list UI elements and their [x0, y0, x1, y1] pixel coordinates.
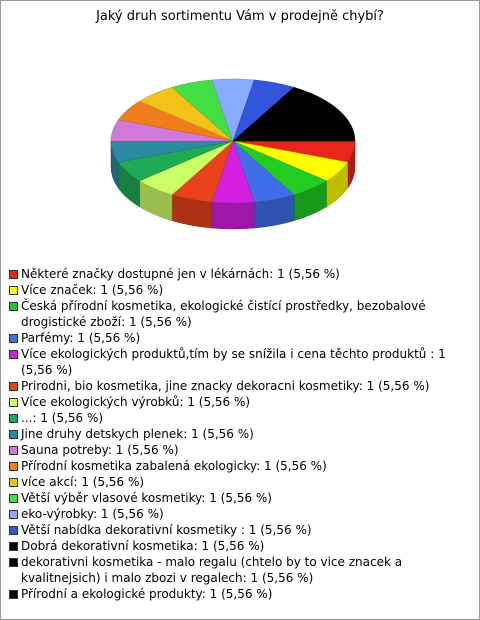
- chart-title: Jaký druh sortimentu Vám v prodejně chyb…: [96, 9, 384, 24]
- legend-label: Parfémy: [21, 331, 70, 345]
- legend-item: Větší výběr vlasové kosmetiky: 1 (5,56 %…: [9, 490, 449, 506]
- legend-value: 1 (5,56 %): [77, 331, 141, 345]
- legend-label: Česká přírodní kosmetika, ekologické čis…: [21, 299, 426, 329]
- legend-item: ...: 1 (5,56 %): [9, 410, 449, 426]
- legend-value: 1 (5,56 %): [128, 315, 192, 329]
- legend-swatch: [9, 350, 18, 359]
- legend-swatch: [9, 590, 18, 599]
- legend-label: Větší nabídka dekorativní kosmetiky: [21, 523, 241, 537]
- legend-label: Přírodní a ekologické produkty: [21, 587, 202, 601]
- legend-label: Větší výběr vlasové kosmetiky: [21, 491, 202, 505]
- legend-value: 1 (5,56 %): [187, 395, 251, 409]
- slice-side: [211, 201, 255, 230]
- legend-value: 1 (5,56 %): [277, 267, 340, 281]
- legend-swatch: [9, 510, 18, 519]
- legend-value: 1 (5,56 %): [191, 427, 254, 441]
- legend-item: Více ekologických výrobků: 1 (5,56 %): [9, 394, 449, 410]
- legend-label: Prirodni, bio kosmetika, jine znacky dek…: [21, 379, 359, 393]
- legend-value: 1 (5,56 %): [248, 523, 312, 537]
- legend-label: Přírodní kosmetika zabalená ekologicky: [21, 459, 257, 473]
- legend-swatch: [9, 382, 18, 391]
- slice: [232, 119, 356, 142]
- legend-swatch: [9, 494, 18, 503]
- legend-item: Větší nabídka dekorativní kosmetiky : 1 …: [9, 522, 449, 538]
- legend-swatch: [9, 398, 18, 407]
- legend-label: Sauna potreby: [21, 443, 108, 457]
- legend-swatch: [9, 414, 18, 423]
- legend-item: eko-výrobky: 1 (5,56 %): [9, 506, 449, 522]
- legend-swatch: [9, 478, 18, 487]
- legend-value: 1 (5,56 %): [209, 587, 273, 601]
- legend-swatch: [9, 462, 18, 471]
- legend-label: Jine druhy detskych plenek: [21, 427, 184, 441]
- legend-item: Prirodni, bio kosmetika, jine znacky dek…: [9, 378, 449, 394]
- legend-label: Více ekologických produktů,tím by se sní…: [21, 347, 431, 361]
- legend-value: 1 (5,56 %): [115, 443, 179, 457]
- legend-swatch: [9, 446, 18, 455]
- legend-item: Přírodní kosmetika zabalená ekologicky: …: [9, 458, 449, 474]
- legend-item: více akcí: 1 (5,56 %): [9, 474, 449, 490]
- legend-value: 1 (5,56 %): [81, 475, 145, 489]
- legend-item: Některé značky dostupné jen v lékárnách:…: [9, 266, 449, 282]
- legend-swatch: [9, 526, 18, 535]
- legend-swatch: [9, 302, 18, 311]
- legend-value: 1 (5,56 %): [40, 411, 104, 425]
- legend-label: eko-výrobky: [21, 507, 94, 521]
- legend-item: Sauna potreby: 1 (5,56 %): [9, 442, 449, 458]
- legend-item: Česká přírodní kosmetika, ekologické čis…: [9, 298, 449, 330]
- legend-label: Více značek: [21, 283, 93, 297]
- pie: [110, 78, 356, 230]
- legend-item: dekorativni kosmetika - malo regalu (cht…: [9, 554, 449, 586]
- legend-value: 1 (5,56 %): [209, 491, 272, 505]
- legend: Některé značky dostupné jen v lékárnách:…: [9, 266, 449, 602]
- legend-label: Některé značky dostupné jen v lékárnách: [21, 267, 270, 281]
- legend-item: Parfémy: 1 (5,56 %): [9, 330, 449, 346]
- legend-item: Více ekologických produktů,tím by se sní…: [9, 346, 449, 378]
- legend-label: dekorativni kosmetika - malo regalu (cht…: [21, 555, 403, 585]
- legend-label: více akcí: [21, 475, 74, 489]
- legend-value: 1 (5,56 %): [100, 283, 164, 297]
- legend-label: Více ekologických výrobků: [21, 395, 180, 409]
- legend-label: ...: [21, 411, 33, 425]
- legend-swatch: [9, 430, 18, 439]
- legend-item: Více značek: 1 (5,56 %): [9, 282, 449, 298]
- legend-item: Přírodní a ekologické produkty: 1 (5,56 …: [9, 586, 449, 602]
- legend-item: Jine druhy detskych plenek: 1 (5,56 %): [9, 426, 449, 442]
- legend-swatch: [9, 558, 18, 567]
- legend-swatch: [9, 334, 18, 343]
- legend-value: 1 (5,56 %): [264, 459, 327, 473]
- legend-swatch: [9, 542, 18, 551]
- legend-item: Dobrá dekorativní kosmetika: 1 (5,56 %): [9, 538, 449, 554]
- legend-value: 1 (5,56 %): [100, 507, 164, 521]
- legend-swatch: [9, 286, 18, 295]
- legend-value: 1 (5,56 %): [250, 571, 314, 585]
- legend-value: 1 (5,56 %): [201, 539, 265, 553]
- legend-value: 1 (5,56 %): [366, 379, 430, 393]
- legend-swatch: [9, 270, 18, 279]
- legend-label: Dobrá dekorativní kosmetika: [21, 539, 194, 553]
- legend-value: 1 (5,56 %): [21, 347, 446, 377]
